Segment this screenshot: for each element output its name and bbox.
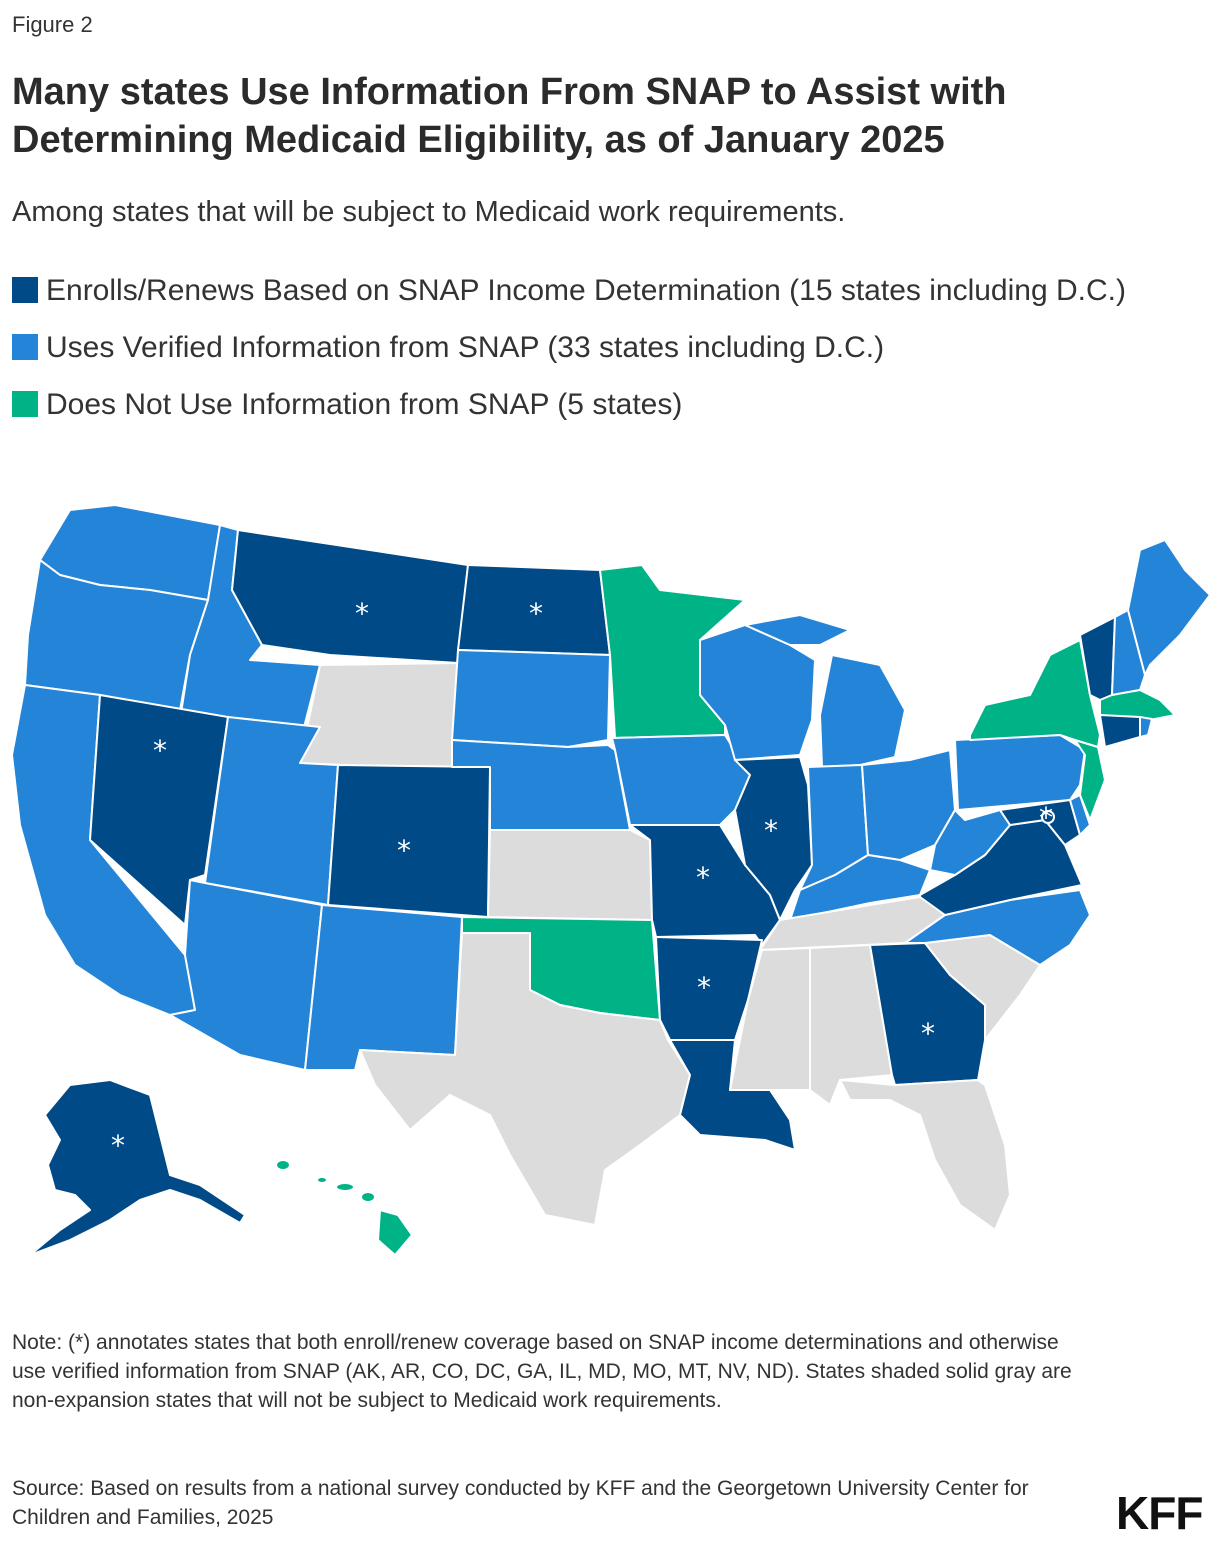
legend-label-verified: Uses Verified Information from SNAP (33 … bbox=[46, 331, 885, 364]
legend-swatch-enrolls bbox=[12, 277, 38, 303]
state-PA bbox=[954, 734, 1086, 811]
star-marker-CO: * bbox=[397, 834, 411, 867]
legend-label-enrolls: Enrolls/Renews Based on SNAP Income Dete… bbox=[46, 274, 1126, 307]
state-NY bbox=[969, 639, 1101, 748]
star-marker-NV: * bbox=[153, 734, 167, 767]
star-marker-AK: * bbox=[111, 1129, 125, 1162]
star-marker-ND: * bbox=[529, 597, 543, 630]
state-DE bbox=[1069, 794, 1091, 836]
star-marker-GA: * bbox=[921, 1017, 935, 1050]
star-marker-IL: * bbox=[764, 814, 778, 847]
state-NM bbox=[304, 904, 463, 1071]
state-MO bbox=[629, 824, 781, 946]
legend-label-not-used: Does Not Use Information from SNAP (5 st… bbox=[46, 388, 683, 421]
star-marker-MT: * bbox=[355, 597, 369, 630]
state-HI bbox=[275, 1159, 413, 1256]
legend: Enrolls/Renews Based on SNAP Income Dete… bbox=[12, 262, 1202, 433]
state-MI bbox=[744, 614, 906, 768]
state-SD bbox=[451, 649, 611, 748]
star-marker-MD: * bbox=[1039, 801, 1053, 834]
state-KS bbox=[487, 829, 653, 921]
chart-note: Note: (*) annotates states that both enr… bbox=[12, 1331, 1072, 1412]
chart-subtitle: Among states that will be subject to Med… bbox=[12, 196, 846, 228]
figure-label: Figure 2 bbox=[12, 12, 93, 37]
state-TX bbox=[359, 932, 691, 1226]
state-MT bbox=[231, 529, 469, 664]
legend-item-verified: Uses Verified Information from SNAP (33 … bbox=[12, 319, 1202, 376]
state-LA bbox=[669, 1039, 796, 1151]
state-FL bbox=[839, 1079, 1011, 1231]
state-CT bbox=[1099, 714, 1141, 748]
state-AK bbox=[29, 1079, 246, 1256]
us-states-map: * * * * * * * * * * bbox=[11, 504, 1211, 1256]
legend-item-enrolls: Enrolls/Renews Based on SNAP Income Dete… bbox=[12, 262, 1202, 319]
state-WY bbox=[299, 662, 459, 771]
chart-title: Many states Use Information From SNAP to… bbox=[12, 71, 1007, 161]
legend-item-not-used: Does Not Use Information from SNAP (5 st… bbox=[12, 376, 1202, 433]
legend-swatch-not-used bbox=[12, 391, 38, 417]
state-IA bbox=[611, 734, 751, 826]
star-marker-MO: * bbox=[696, 861, 710, 894]
star-marker-AR: * bbox=[697, 971, 711, 1004]
state-AZ bbox=[169, 879, 323, 1071]
state-ME bbox=[1127, 539, 1211, 676]
chart-source: Source: Based on results from a national… bbox=[12, 1477, 1029, 1529]
state-RI bbox=[1139, 716, 1153, 738]
state-NH bbox=[1111, 609, 1146, 696]
legend-swatch-verified bbox=[12, 334, 38, 360]
kff-logo: KFF bbox=[1116, 1487, 1203, 1539]
state-DC bbox=[1041, 810, 1055, 824]
